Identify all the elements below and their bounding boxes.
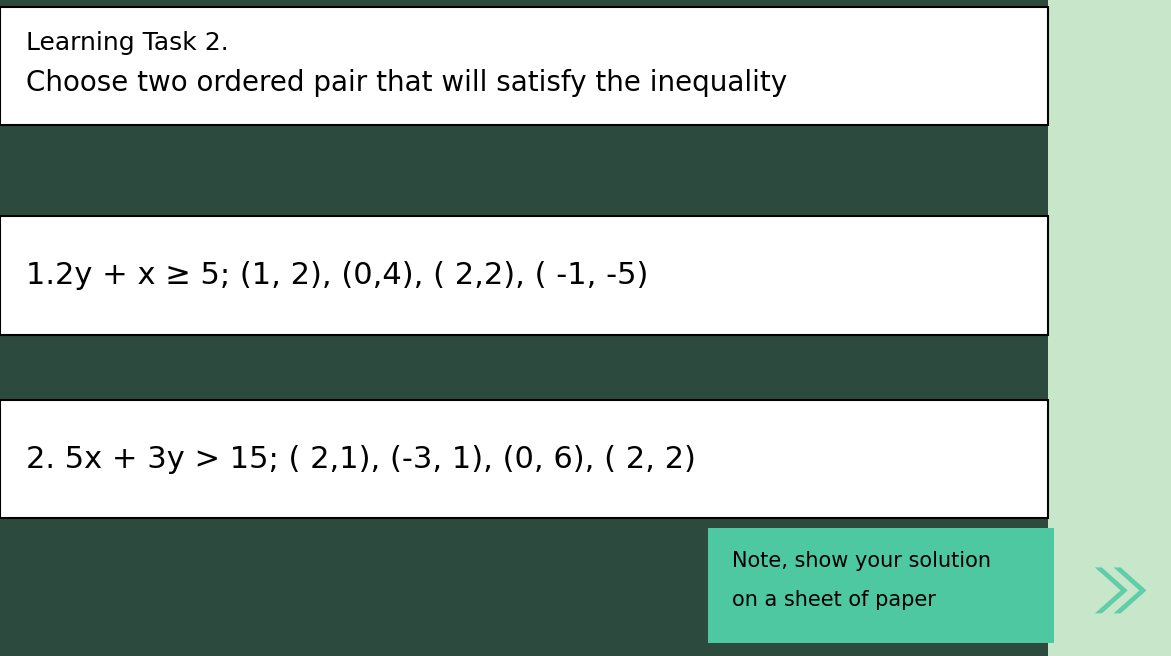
Text: Note, show your solution: Note, show your solution (732, 551, 991, 571)
FancyBboxPatch shape (0, 216, 1048, 335)
Text: Learning Task 2.: Learning Task 2. (26, 31, 228, 56)
FancyBboxPatch shape (1048, 0, 1171, 656)
Text: 2. 5x + 3y > 15; ( 2,1), (-3, 1), (0, 6), ( 2, 2): 2. 5x + 3y > 15; ( 2,1), (-3, 1), (0, 6)… (26, 445, 696, 474)
Polygon shape (1114, 567, 1146, 613)
Text: on a sheet of paper: on a sheet of paper (732, 590, 936, 610)
Text: 1.2y + x ≥ 5; (1, 2), (0,4), ( 2,2), ( -1, -5): 1.2y + x ≥ 5; (1, 2), (0,4), ( 2,2), ( -… (26, 261, 648, 290)
Polygon shape (1095, 567, 1128, 613)
FancyBboxPatch shape (708, 528, 1054, 643)
Text: Choose two ordered pair that will satisfy the inequality: Choose two ordered pair that will satisf… (26, 69, 787, 97)
FancyBboxPatch shape (0, 7, 1048, 125)
FancyBboxPatch shape (0, 400, 1048, 518)
